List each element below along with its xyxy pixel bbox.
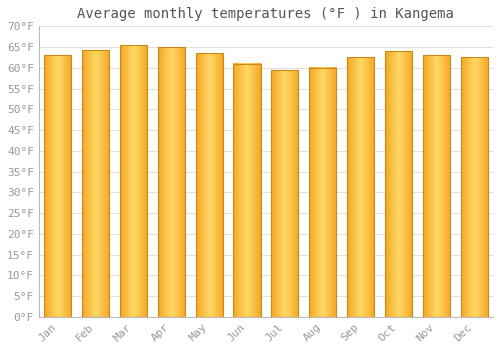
Bar — [347, 57, 374, 317]
Bar — [385, 51, 412, 317]
Bar — [82, 50, 109, 317]
Bar — [234, 64, 260, 317]
Bar — [422, 55, 450, 317]
Bar — [309, 68, 336, 317]
Bar — [460, 57, 488, 317]
Bar — [196, 53, 223, 317]
Bar — [120, 45, 147, 317]
Bar — [158, 47, 185, 317]
Bar — [271, 70, 298, 317]
Title: Average monthly temperatures (°F ) in Kangema: Average monthly temperatures (°F ) in Ka… — [78, 7, 454, 21]
Bar — [44, 55, 72, 317]
